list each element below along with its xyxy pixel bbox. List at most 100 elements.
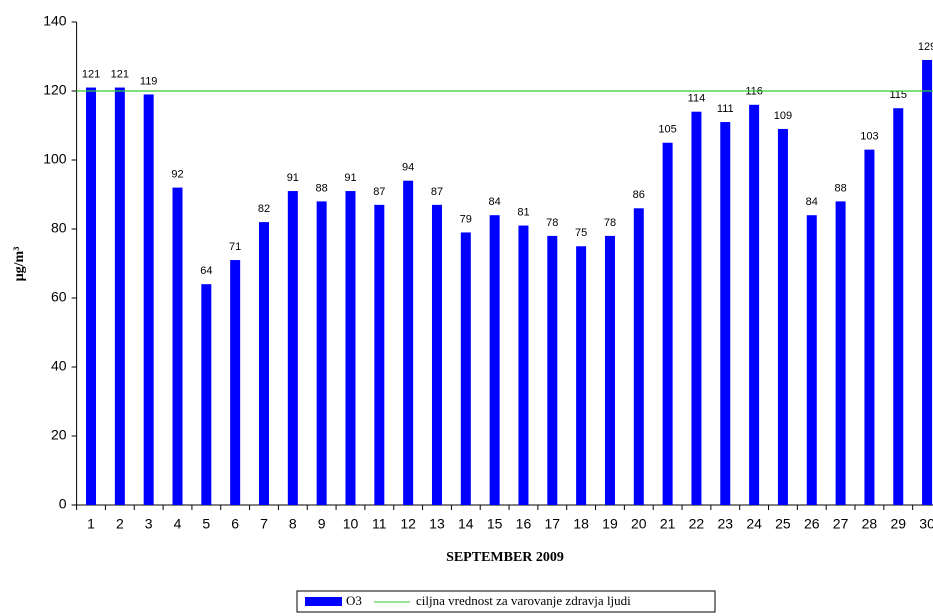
value-label: 64 (200, 265, 212, 277)
bar (114, 87, 125, 506)
x-tick-label: 14 (458, 516, 474, 532)
bar (777, 128, 788, 505)
x-tick-label: 8 (289, 516, 297, 532)
x-tick-label: 3 (145, 516, 153, 532)
x-tick-label: 13 (429, 516, 445, 532)
value-label: 84 (489, 196, 501, 208)
bar (922, 59, 933, 505)
value-label: 105 (658, 124, 676, 136)
value-label: 116 (745, 86, 763, 98)
x-tick-label: 27 (833, 516, 849, 532)
value-label: 92 (171, 169, 183, 181)
y-tick-label: 60 (51, 289, 67, 305)
x-tick-label: 5 (202, 516, 210, 532)
x-tick-label: 29 (890, 516, 906, 532)
y-axis-label: µg/m³ (12, 247, 27, 282)
value-label: 86 (633, 189, 645, 201)
x-tick-label: 18 (573, 516, 589, 532)
x-tick-label: 6 (231, 516, 239, 532)
value-label: 121 (82, 68, 100, 80)
x-tick-label: 23 (717, 516, 733, 532)
x-tick-label: 30 (919, 516, 933, 532)
value-label: 103 (860, 131, 878, 143)
x-axis-label: SEPTEMBER 2009 (446, 550, 564, 565)
value-label: 79 (460, 213, 472, 225)
x-tick-label: 10 (343, 516, 359, 532)
value-label: 111 (717, 103, 734, 115)
bar (691, 111, 702, 505)
bar (662, 142, 673, 505)
value-label: 82 (258, 203, 270, 215)
x-tick-label: 12 (400, 516, 416, 532)
y-tick-label: 80 (51, 220, 67, 236)
value-label: 81 (517, 206, 529, 218)
value-label: 75 (575, 227, 587, 239)
bar (374, 204, 385, 505)
value-label: 129 (918, 41, 933, 53)
x-tick-label: 7 (260, 516, 268, 532)
bar (172, 187, 183, 505)
x-tick-label: 19 (602, 516, 618, 532)
value-label: 78 (604, 217, 616, 229)
x-tick-label: 4 (174, 516, 182, 532)
value-label: 87 (431, 186, 443, 198)
value-label: 114 (688, 93, 706, 105)
bar (806, 215, 817, 505)
bar (489, 215, 500, 505)
bar (720, 122, 731, 506)
value-label: 94 (402, 162, 414, 174)
x-tick-label: 1 (87, 516, 95, 532)
bar (316, 201, 327, 505)
bar (230, 260, 241, 505)
legend-label: O3 (346, 593, 362, 608)
y-tick-label: 100 (43, 151, 67, 167)
x-tick-label: 9 (318, 516, 326, 532)
bar (633, 208, 644, 506)
bar (403, 180, 414, 505)
bar (576, 246, 587, 505)
value-label: 91 (287, 172, 299, 184)
bar (864, 149, 875, 505)
bar (749, 104, 760, 506)
bar (258, 222, 269, 505)
x-tick-label: 2 (116, 516, 124, 532)
legend-label: ciljna vrednost za varovanje zdravja lju… (416, 593, 631, 608)
value-label: 84 (806, 196, 818, 208)
bar (460, 232, 471, 505)
bar (893, 108, 904, 505)
value-label: 109 (774, 110, 792, 122)
x-tick-label: 20 (631, 516, 647, 532)
y-tick-label: 120 (43, 82, 67, 98)
value-label: 78 (546, 217, 558, 229)
bar (201, 284, 212, 505)
x-tick-label: 16 (516, 516, 532, 532)
value-label: 115 (889, 89, 907, 101)
x-tick-label: 17 (545, 516, 561, 532)
legend-box (296, 590, 716, 613)
bar (86, 87, 97, 506)
x-tick-label: 11 (372, 516, 387, 532)
value-label: 88 (834, 182, 846, 194)
value-label: 71 (229, 241, 241, 253)
y-tick-label: 20 (51, 427, 67, 443)
bar (518, 225, 529, 506)
bar (431, 204, 442, 505)
bar (287, 191, 298, 506)
value-label: 88 (316, 182, 328, 194)
value-label: 87 (373, 186, 385, 198)
bar (143, 94, 154, 505)
x-tick-label: 15 (487, 516, 503, 532)
x-tick-label: 22 (689, 516, 705, 532)
bar (345, 191, 356, 506)
x-tick-label: 24 (746, 516, 762, 532)
x-tick-label: 25 (775, 516, 791, 532)
y-tick-label: 140 (43, 13, 67, 29)
bar (604, 235, 615, 505)
x-tick-label: 26 (804, 516, 820, 532)
x-tick-label: 28 (862, 516, 878, 532)
y-tick-label: 0 (59, 496, 67, 512)
legend-swatch (305, 597, 342, 606)
x-tick-label: 21 (660, 516, 676, 532)
